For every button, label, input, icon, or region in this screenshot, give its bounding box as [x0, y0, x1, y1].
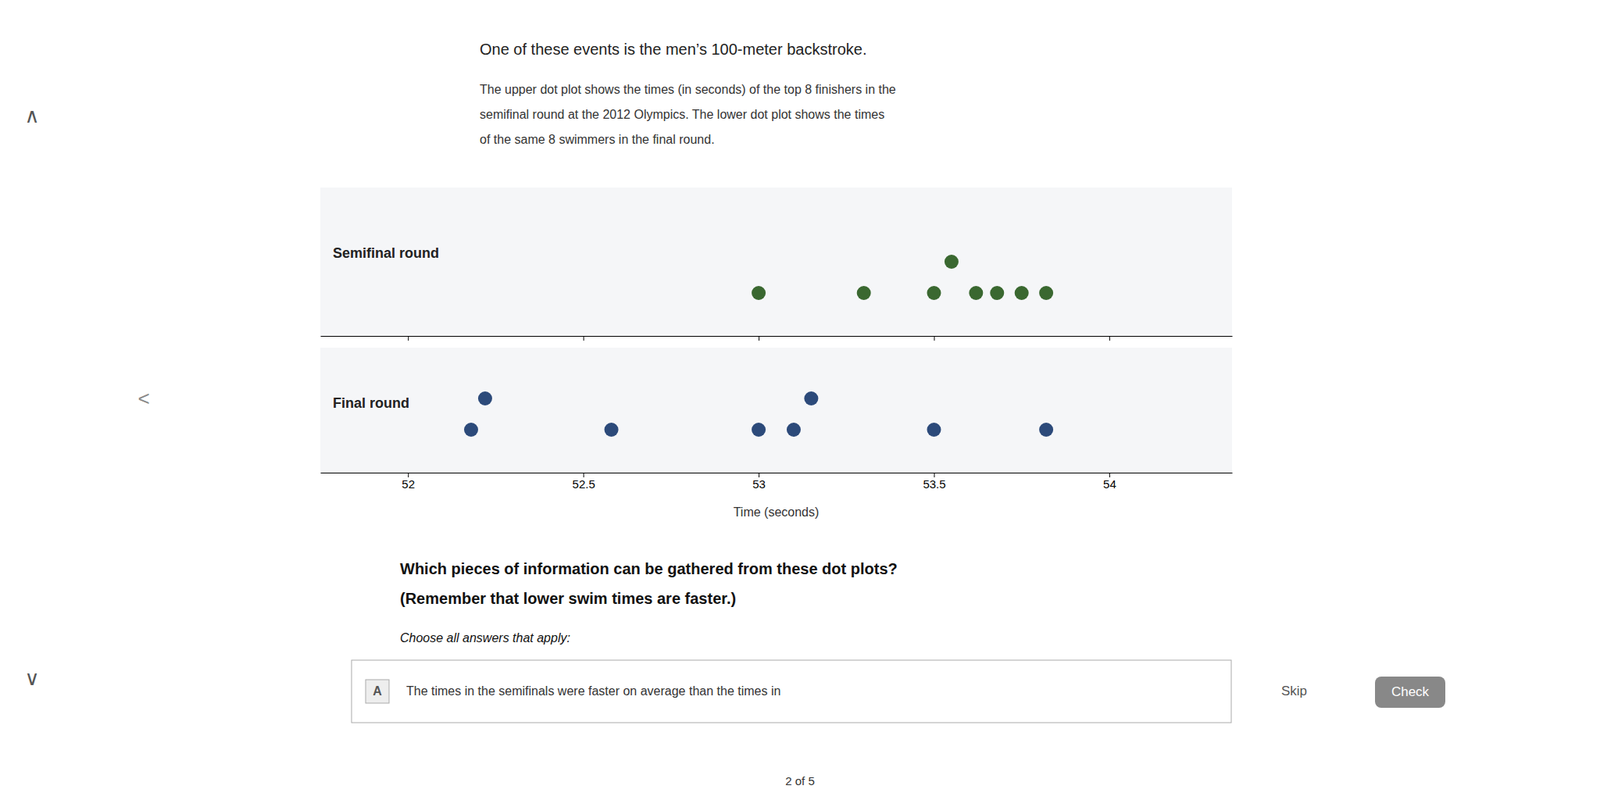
- tick-mark: [933, 335, 935, 341]
- dot-plot-panel: 52 52.5 53 53.5 54 Final round Time (seconds): [320, 347, 1233, 519]
- check-button-label[interactable]: Check: [1391, 684, 1430, 700]
- dot: [926, 422, 941, 437]
- dot: [803, 391, 818, 406]
- tick: [583, 335, 585, 341]
- nav-up[interactable]: ∧: [24, 103, 40, 128]
- dot: [944, 254, 959, 269]
- dot: [1014, 285, 1029, 300]
- dot: [786, 422, 801, 437]
- question: Which pieces of information can be gathe…: [400, 560, 898, 578]
- instruction: Choose all answers that apply:: [400, 631, 571, 645]
- nav-down[interactable]: ∨: [24, 666, 40, 690]
- tick-label: 53.5: [922, 477, 946, 491]
- dot: [926, 285, 941, 300]
- progress: 2 of 5: [785, 774, 815, 788]
- tick-mark: [1109, 335, 1111, 341]
- answer-option[interactable]: A The times in the semifinals were faster…: [351, 660, 1232, 723]
- dot: [751, 285, 766, 300]
- nav-back[interactable]: <: [137, 386, 150, 411]
- tick: [933, 335, 935, 341]
- paragraph: of the same 8 swimmers in the final roun…: [479, 132, 715, 147]
- tick-mark: [407, 335, 409, 341]
- check-button[interactable]: Check: [1375, 676, 1446, 708]
- check-button-bg[interactable]: [1375, 676, 1446, 708]
- question: (Remember that lower swim times are fast…: [400, 589, 736, 608]
- panel-label: Final round: [332, 395, 410, 411]
- skip-button[interactable]: Skip: [1281, 683, 1308, 699]
- paragraph: The upper dot plot shows the times (in s…: [479, 82, 897, 97]
- paragraph: semifinal round at the 2012 Olympics. Th…: [479, 107, 885, 122]
- answer-letter[interactable]: A: [372, 684, 383, 698]
- tick: [1109, 335, 1111, 341]
- dot: [857, 285, 872, 300]
- answer-box[interactable]: [351, 660, 1232, 723]
- dot: [1039, 422, 1054, 437]
- dot-plot-panel: Semifinal round: [320, 187, 1233, 341]
- tick-label: 54: [1103, 477, 1117, 491]
- tick: 54: [1103, 472, 1117, 491]
- dots: [751, 254, 1054, 300]
- dot: [989, 285, 1004, 300]
- tick-label: 53: [752, 477, 766, 491]
- tick: 52.5: [572, 472, 596, 491]
- tick: 53.5: [922, 472, 946, 491]
- plot-background: [320, 347, 1233, 473]
- dots: [464, 391, 1054, 437]
- heading: One of these events is the men’s 100-met…: [479, 40, 867, 58]
- tick-mark: [583, 335, 585, 341]
- x-axis: [321, 335, 1233, 341]
- x-axis: 52 52.5 53 53.5 54: [321, 472, 1233, 491]
- dot: [464, 422, 479, 437]
- tick-mark: [758, 335, 760, 341]
- dot: [1039, 285, 1054, 300]
- dot: [478, 391, 493, 406]
- tick: [758, 335, 760, 341]
- panel-label: Semifinal round: [332, 245, 440, 261]
- tick: 53: [752, 472, 766, 491]
- dot: [751, 422, 766, 437]
- axis-line: [321, 472, 1233, 474]
- tick: [407, 335, 409, 341]
- tick: 52: [401, 472, 415, 491]
- tick-label: 52: [401, 477, 415, 491]
- axis-title: Time (seconds): [733, 505, 820, 519]
- answer-text[interactable]: The times in the semifinals were faster …: [406, 684, 781, 698]
- tick-label: 52.5: [572, 477, 596, 491]
- axis-line: [321, 335, 1233, 337]
- plot-background: [320, 187, 1233, 336]
- dot: [968, 285, 983, 300]
- answer-letter-box[interactable]: [365, 679, 390, 704]
- dot: [604, 422, 619, 437]
- page: One of these events is the men’s 100-met…: [0, 0, 1600, 800]
